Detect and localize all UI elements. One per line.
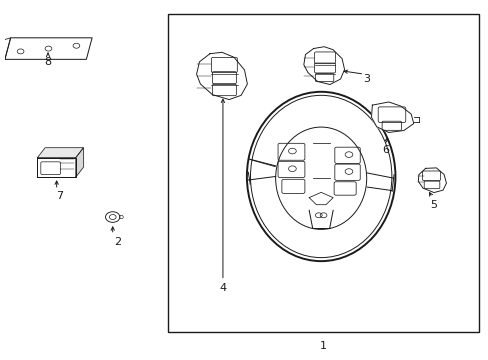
- Text: 1: 1: [320, 341, 326, 351]
- Text: 4: 4: [219, 283, 226, 293]
- Bar: [167, 14, 478, 332]
- Polygon shape: [417, 168, 446, 193]
- Polygon shape: [308, 192, 332, 205]
- Polygon shape: [38, 158, 76, 177]
- Polygon shape: [38, 148, 83, 158]
- Text: 8: 8: [44, 57, 51, 67]
- Text: 3: 3: [363, 75, 369, 85]
- Text: 2: 2: [114, 237, 121, 247]
- Polygon shape: [303, 47, 344, 85]
- Polygon shape: [5, 38, 92, 59]
- Polygon shape: [76, 148, 83, 177]
- Text: 7: 7: [56, 191, 63, 201]
- Polygon shape: [0, 38, 11, 59]
- Text: 6: 6: [382, 145, 388, 155]
- Polygon shape: [371, 102, 413, 132]
- Polygon shape: [196, 52, 247, 100]
- Text: 5: 5: [429, 200, 436, 210]
